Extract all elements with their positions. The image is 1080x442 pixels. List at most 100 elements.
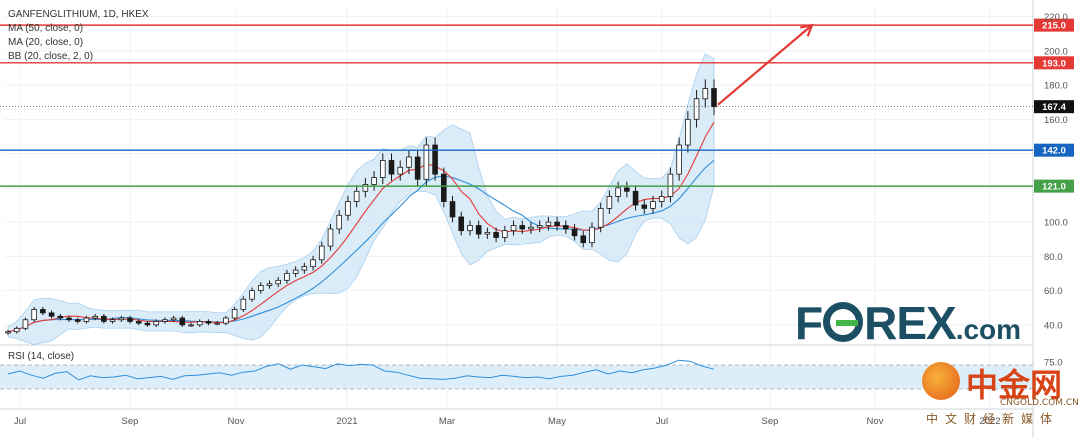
price-tick-label: 80.0 [1044,252,1063,263]
candle-body [240,298,247,310]
candle-body [388,160,395,175]
candle-body [31,309,37,321]
candle-body [441,173,447,202]
legend-ma20: MA (20, close, 0) [8,37,83,48]
candle-body [292,269,299,274]
candle-body [196,321,203,326]
candle-body [554,221,560,226]
candle-body [127,317,133,322]
candle-body [528,226,534,230]
last-price-badge [1034,100,1074,114]
candle-body [266,283,273,286]
candle-body [493,231,499,238]
candle-body [135,321,142,324]
ma20-line [7,121,715,333]
candle-body [362,184,369,192]
candle-body [536,225,543,228]
time-tick-label: Sep [762,416,779,427]
candle-body [22,319,29,329]
candle-body [48,312,55,317]
cngold-tagline: 中文财经新媒体 [926,412,1060,426]
candle-body [467,225,473,232]
candle-body [484,231,491,235]
candle-body [432,144,438,175]
candle-body [502,230,508,238]
candle-body [510,225,517,232]
brand-o-icon [823,302,864,342]
brand-letters: REX [864,297,957,349]
candle-body [624,187,630,192]
price-tick-label: 100.0 [1044,218,1068,229]
time-tick-label: Jul [14,416,26,427]
candle-body [580,235,587,244]
candle-body [597,207,604,228]
brand-suffix: .com [955,314,1022,345]
candle-body [563,225,569,230]
candle-body [606,196,613,209]
candle-body [676,144,682,175]
legend-rsi: RSI (14, close) [8,351,74,362]
candle-body [702,88,709,100]
candle-body [205,321,212,324]
candle-body [353,190,360,202]
candle-body [345,201,351,216]
candle-body [83,317,90,322]
candle-body [5,331,11,334]
candle-body [101,315,107,322]
candle-body [632,190,639,206]
cngold-watermark: 中金网 CNGOLD.COM.CN 中文财经新媒体 [922,360,1079,430]
candle-body [170,317,177,321]
candle-body [423,144,430,180]
level-badge [1034,18,1074,32]
candle-body [667,173,674,197]
level-badge [1034,56,1074,70]
candle-body [231,309,238,319]
rsi-tick-label: 75.0 [1044,358,1063,369]
ma50-line [7,159,715,333]
candle-body [249,290,255,300]
candle-body [327,228,334,247]
candle-body [153,321,159,326]
brand-letter-f: F [795,297,823,349]
candle-body [66,317,72,321]
cngold-badge-icon [922,362,960,400]
time-tick-label: 2021 [336,416,357,427]
candle-body [162,319,168,322]
level-badge-label: 142.0 [1042,146,1066,157]
price-tick-label: 180.0 [1044,81,1068,92]
legend-ma50: MA (50, close, 0) [8,23,83,34]
candle-body [301,266,308,271]
level-badge-label: 193.0 [1042,58,1066,69]
candle-body [310,259,316,268]
candle-body [40,309,46,314]
candle-body [214,322,220,325]
candle-body [379,160,386,178]
candle-body [458,216,465,232]
price-tick-label: 220.0 [1044,12,1068,23]
price-tick-label: 160.0 [1044,115,1068,126]
candle-body [57,315,64,319]
projection-arrow-shaft [717,24,813,106]
candle-body [257,285,264,292]
candle-body [406,156,412,168]
time-tick-label: Sep [122,416,139,427]
level-badge [1034,143,1074,157]
candle-body [284,273,290,281]
legend-symbol: GANFENGLITHIUM, 1D, HKEX [8,9,149,20]
price-tick-label: 60.0 [1044,286,1063,297]
candle-body [475,225,482,235]
price-tick-label: 200.0 [1044,46,1068,57]
candle-body [336,214,343,230]
time-tick-label: Nov [867,416,884,427]
last-price-label: 167.4 [1042,102,1066,113]
time-tick-label: Nov [228,416,245,427]
candle-body [318,245,325,261]
time-tick-label: May [548,416,566,427]
candle-body [449,201,456,218]
candle-body [188,324,194,327]
time-tick-label: Jul [656,416,668,427]
candle-body [519,225,526,230]
cngold-url: CNGOLD.COM.CN [1000,398,1079,408]
